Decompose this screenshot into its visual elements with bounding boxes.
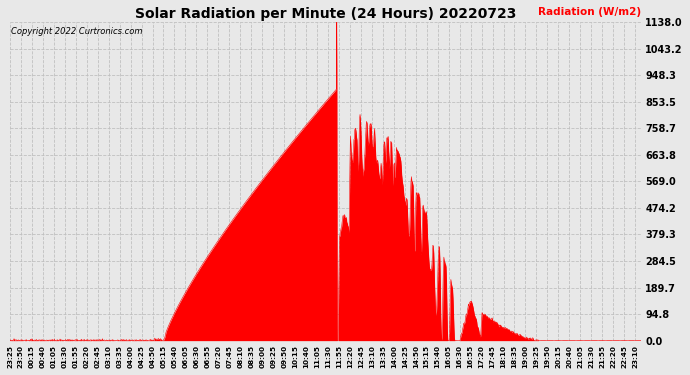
Title: Solar Radiation per Minute (24 Hours) 20220723: Solar Radiation per Minute (24 Hours) 20… — [135, 7, 516, 21]
Text: Copyright 2022 Curtronics.com: Copyright 2022 Curtronics.com — [11, 27, 143, 36]
Text: Radiation (W/m2): Radiation (W/m2) — [538, 8, 641, 17]
